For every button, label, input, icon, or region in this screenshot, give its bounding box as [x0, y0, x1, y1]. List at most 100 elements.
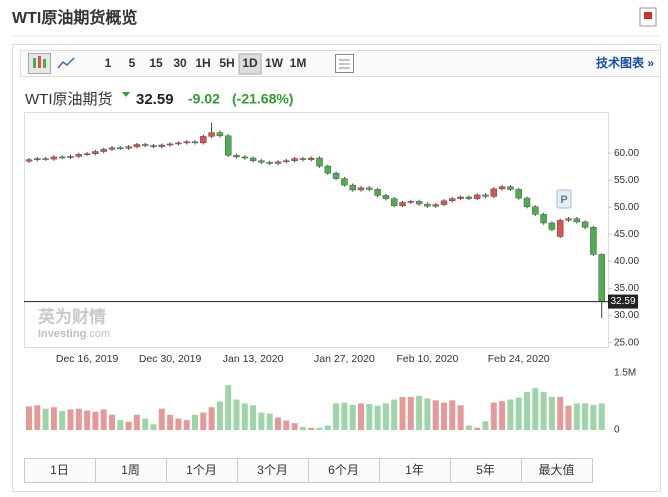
volume-bar: [158, 408, 165, 430]
toolbar-item[interactable]: 5: [129, 56, 136, 70]
toolbar-item[interactable]: 1D: [242, 56, 258, 70]
candle-body: [565, 218, 572, 221]
range-button[interactable]: [166, 458, 238, 483]
candle-body: [307, 157, 315, 160]
candle-body: [523, 197, 531, 208]
volume-bar: [565, 405, 572, 430]
candle-body: [457, 196, 464, 199]
candle-body: [241, 156, 249, 159]
candle-body: [25, 159, 33, 162]
candle-body: [390, 198, 398, 206]
x-tick-label: Feb 10, 2020: [396, 353, 458, 365]
toolbar-item[interactable]: 15: [149, 56, 163, 70]
quote-price: 32.59: [136, 91, 174, 108]
volume-bar: [374, 405, 381, 430]
volume-bar: [316, 427, 323, 430]
volume-bar: [125, 421, 132, 430]
volume-bar: [175, 418, 182, 430]
candle-body: [58, 156, 66, 159]
range-button[interactable]: [24, 458, 96, 483]
volume-bar: [490, 402, 497, 430]
candle-body: [83, 153, 91, 155]
toolbar-item[interactable]: 1: [105, 56, 112, 70]
volume-bar: [200, 412, 207, 430]
candle-body: [233, 155, 240, 158]
volume-bar: [557, 396, 564, 430]
candle-icon-bar: [38, 56, 41, 68]
volume-bar: [283, 420, 290, 430]
candle-body: [573, 218, 581, 223]
candle-body: [183, 141, 190, 144]
toolbar-item[interactable]: 1W: [265, 56, 284, 70]
volume-bar: [225, 385, 232, 430]
candle-body: [357, 187, 365, 191]
watermark-suffix: .com: [86, 328, 110, 340]
event-marker[interactable]: [556, 189, 572, 209]
toolbar-item[interactable]: 1M: [290, 56, 307, 70]
candle-body: [581, 221, 589, 228]
candle-body: [482, 194, 489, 197]
volume-bar: [50, 407, 57, 430]
range-button[interactable]: [237, 458, 309, 483]
volume-bar: [308, 427, 315, 430]
y-tick-label: 40.00: [614, 256, 639, 267]
candle-body: [498, 186, 506, 190]
candle-body: [125, 146, 132, 149]
candle-body: [258, 160, 265, 163]
range-button[interactable]: [308, 458, 380, 483]
change-arrow: [122, 92, 130, 97]
volume-bar: [382, 403, 389, 430]
candle-body: [117, 147, 124, 149]
candle-body: [424, 203, 431, 207]
volume-bar: [449, 400, 456, 430]
plot-frame: [24, 112, 609, 348]
volume-bar: [92, 411, 99, 430]
candle-body: [473, 194, 481, 199]
quote-change: -9.02: [188, 91, 220, 107]
candle-body: [341, 178, 348, 186]
toolbar-item[interactable]: 30: [173, 56, 187, 70]
volume-bar: [407, 396, 414, 430]
candle-body: [75, 153, 83, 157]
range-button[interactable]: [379, 458, 451, 483]
range-button[interactable]: [521, 458, 593, 483]
candle-body: [133, 144, 141, 147]
event-marker-label: P: [560, 194, 567, 206]
volume-bar: [241, 403, 248, 430]
y-tick-label: 35.00: [614, 283, 639, 294]
candle-body: [449, 198, 456, 202]
range-button-label: 5年: [476, 463, 495, 477]
toolbar-item[interactable]: 5H: [219, 56, 234, 70]
volume-bar: [482, 421, 489, 430]
x-tick-label: Jan 13, 2020: [223, 353, 284, 365]
toolbar-item[interactable]: 1H: [195, 56, 210, 70]
volume-bar: [465, 425, 472, 430]
line-icon[interactable]: [57, 57, 75, 69]
candle-body: [540, 214, 547, 224]
tech-chart-link[interactable]: 技术图表 »: [596, 55, 654, 70]
candle-body: [108, 147, 116, 150]
candle-body: [415, 201, 423, 205]
range-button-label: 1年: [405, 463, 424, 477]
candle-body: [274, 161, 282, 164]
volume-tick-label: 1.5M: [614, 368, 636, 379]
volume-bar: [150, 424, 157, 430]
y-tick-label: 60.00: [614, 148, 639, 159]
range-button[interactable]: [95, 458, 167, 483]
candle-body: [283, 160, 290, 163]
volume-bar: [291, 423, 298, 430]
x-tick-label: Dec 30, 2019: [139, 353, 202, 365]
candle-body: [598, 254, 605, 302]
range-button[interactable]: [450, 458, 522, 483]
page-title: WTI原油期货概览: [12, 8, 137, 27]
volume-bar: [75, 408, 82, 430]
candle-body: [92, 151, 99, 154]
candle-body: [141, 144, 149, 146]
candle-body: [200, 136, 207, 144]
volume-bar: [532, 388, 539, 430]
y-tick-label: 25.00: [614, 337, 639, 348]
volume-bar: [208, 407, 215, 430]
candle-body: [34, 158, 41, 160]
candle-body: [366, 187, 373, 190]
volume-bar: [117, 420, 124, 430]
